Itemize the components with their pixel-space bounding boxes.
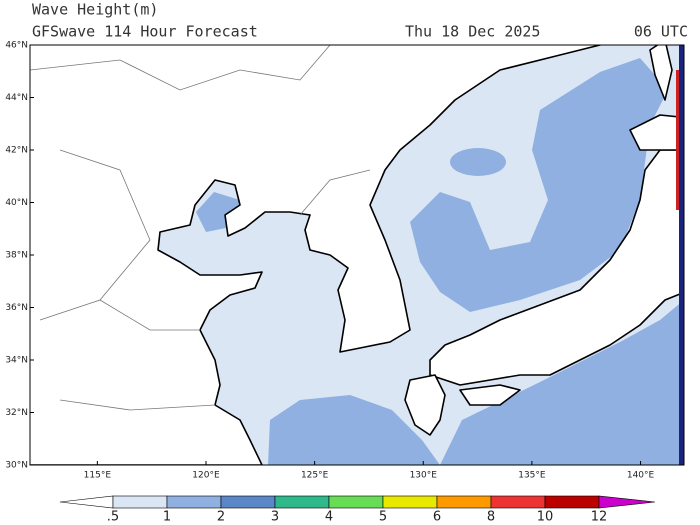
colorbar-label: 2 xyxy=(217,510,225,525)
colorbar-segment xyxy=(328,495,384,509)
lat-label: 40°N xyxy=(5,198,28,208)
colorbar-segment xyxy=(436,495,492,509)
lat-label: 38°N xyxy=(5,251,28,261)
colorbar-label: 5 xyxy=(379,510,387,525)
colorbar-segment xyxy=(382,495,438,509)
lon-label: 140°E xyxy=(627,471,655,481)
lon-label: 130°E xyxy=(410,471,438,481)
map xyxy=(30,45,684,465)
colorbar-label: 3 xyxy=(271,510,279,525)
lat-label: 36°N xyxy=(5,303,28,313)
borders xyxy=(30,45,371,411)
wave-region xyxy=(440,300,684,465)
colorbar-label: 6 xyxy=(433,510,441,525)
lat-label: 32°N xyxy=(5,408,28,418)
colorbar-segment xyxy=(220,495,276,509)
colorbar-segment xyxy=(490,495,546,509)
lat-label: 30°N xyxy=(5,461,28,471)
colorbar-segment xyxy=(112,495,168,509)
colorbar-segment xyxy=(274,495,330,509)
wave-region xyxy=(268,395,440,465)
lat-label: 46°N xyxy=(5,41,28,51)
axes: 30°N 32°N 34°N 36°N 38°N 40°N 42°N 44°N 46°N 115°… xyxy=(5,41,654,481)
colorbar-label: 8 xyxy=(487,510,495,525)
lat-label: 44°N xyxy=(5,93,28,103)
colorbar-label: 4 xyxy=(325,510,333,525)
lon-label: 115°E xyxy=(84,471,112,481)
wave-region xyxy=(450,148,506,176)
colorbar-label: 10 xyxy=(537,510,554,525)
land-hokkaido xyxy=(629,114,684,151)
colorbar-segment xyxy=(544,495,600,509)
wave-region xyxy=(410,58,668,312)
lon-label: 125°E xyxy=(301,471,329,481)
colorbar-arrow xyxy=(59,495,114,509)
land-asia xyxy=(30,45,601,465)
land-kyushu xyxy=(404,374,446,436)
edge-artifact xyxy=(676,70,679,210)
subtitle: GFSwave 114 Hour Forecast xyxy=(32,23,258,41)
time: 06 UTC xyxy=(634,23,688,41)
colorbar-label: .5 xyxy=(107,510,119,525)
edge-artifact xyxy=(679,45,684,465)
land-sakhalin xyxy=(649,45,673,101)
lon-label: 135°E xyxy=(518,471,546,481)
date: Thu 18 Dec 2025 xyxy=(405,23,540,41)
title: Wave Height(m) xyxy=(32,1,158,19)
lon-label: 120°E xyxy=(192,471,220,481)
colorbar: .5 1 2 3 4 5 6 8 10 12 xyxy=(59,495,656,525)
lat-label: 34°N xyxy=(5,356,28,366)
colorbar-label: 1 xyxy=(163,510,171,525)
land-shikoku xyxy=(459,384,521,406)
land-honshu xyxy=(429,149,684,386)
lat-label: 42°N xyxy=(5,146,28,156)
colorbar-arrow xyxy=(598,495,656,509)
colorbar-label: 12 xyxy=(591,510,608,525)
colorbar-segment xyxy=(166,495,222,509)
